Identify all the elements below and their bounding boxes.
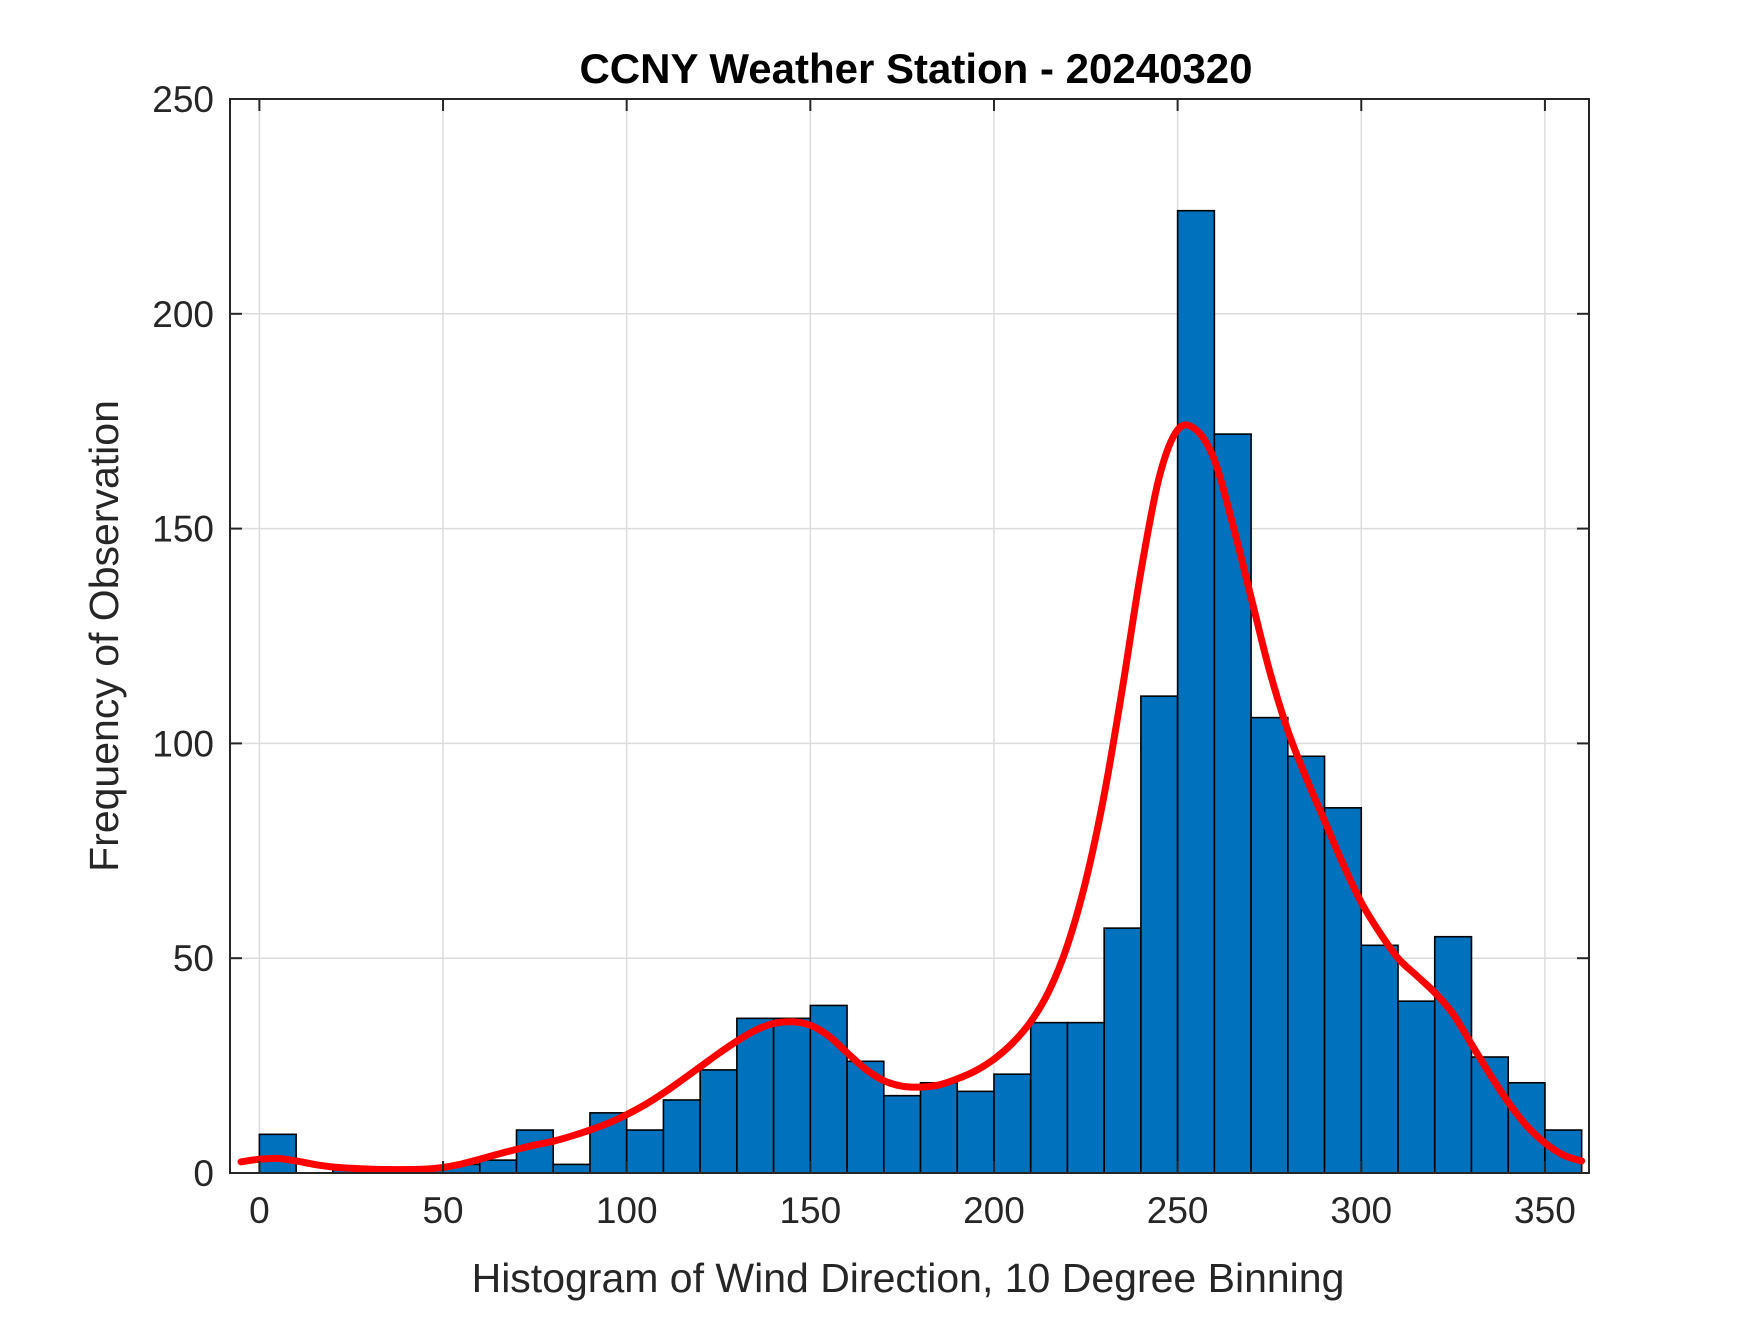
x-tick-label: 250 [1147,1190,1209,1231]
histogram-bar [625,1129,665,1174]
histogram-bar [1103,927,1142,1174]
y-tick-labels: 0 50 100 150 200 250 [152,79,214,1194]
histogram-bar [478,1159,518,1174]
y-tick-label: 50 [173,938,214,979]
histogram-bar [662,1099,701,1174]
histogram-bar [1213,433,1252,1174]
y-axis-label: Frequency of Observation [81,400,127,872]
x-tick-label: 100 [596,1190,658,1231]
histogram-bar [993,1073,1032,1174]
histogram-bar [919,1081,959,1174]
y-tick-label: 100 [152,723,214,764]
axis-ticks [230,98,1589,1174]
histogram-bar [772,1017,812,1174]
x-tick-label: 200 [963,1190,1025,1231]
histogram-bar [1140,695,1179,1174]
y-tick-label: 150 [152,509,214,550]
y-tick-label: 250 [152,79,214,120]
histogram-bar [1360,944,1399,1174]
x-tick-label: 0 [249,1190,270,1231]
histogram-bar [1176,209,1216,1174]
histogram-bar [1397,1000,1436,1174]
plot-frame [229,98,1590,1174]
histogram-bar [1287,755,1326,1174]
x-tick-label: 350 [1514,1190,1576,1231]
histogram-bar [1250,716,1289,1174]
histogram-bar [1066,1021,1105,1174]
x-tick-label: 150 [779,1190,841,1231]
histogram-bar [258,1133,297,1174]
histogram-bar [956,1090,995,1174]
y-tick-label: 0 [193,1153,214,1194]
histogram-bar [699,1069,738,1174]
histogram-bar [1433,935,1473,1174]
x-tick-label: 300 [1330,1190,1392,1231]
density-fit-layer [237,421,1586,1174]
y-tick-label: 200 [152,294,214,335]
x-tick-labels: 0 50 100 150 200 250 300 350 [249,1190,1576,1231]
x-tick-label: 50 [422,1190,463,1231]
x-axis-label: Histogram of Wind Direction, 10 Degree B… [472,1255,1345,1301]
chart-title: CCNY Weather Station - 20240320 [579,45,1252,92]
density-fit-curve [237,421,1586,1174]
histogram-bar [1029,1021,1069,1174]
histogram-bar [552,1163,591,1174]
histogram-bar [882,1094,922,1174]
